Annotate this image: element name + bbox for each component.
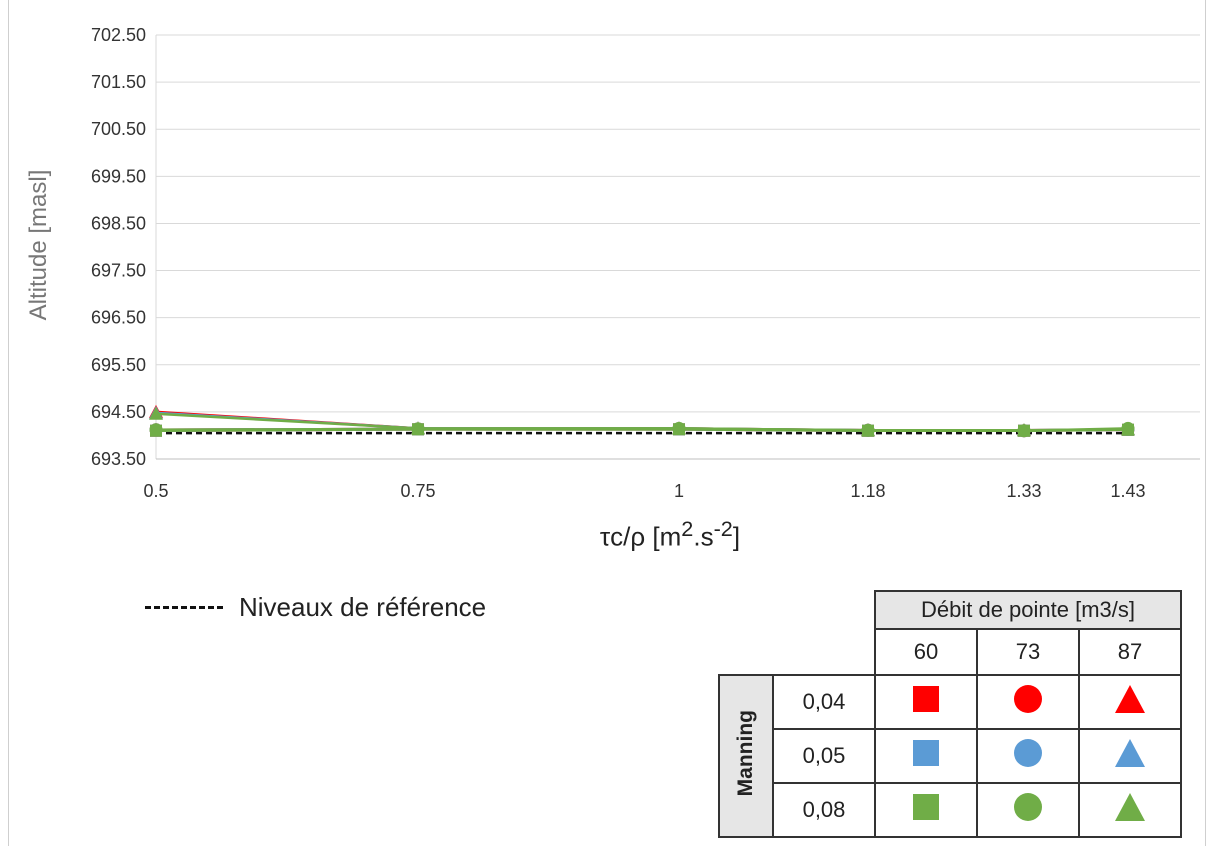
y-tick-label: 700.50	[91, 119, 146, 139]
square-green-icon	[913, 794, 939, 820]
y-tick-label: 697.50	[91, 261, 146, 281]
x-tick-label: 1.33	[1006, 481, 1041, 501]
y-tick-label: 696.50	[91, 308, 146, 328]
x-axis-title-sup2: -2	[713, 516, 733, 541]
circle-green-icon	[1014, 793, 1042, 821]
series-point	[149, 423, 163, 437]
legend-manning-005: 0,05	[772, 728, 876, 784]
x-axis-title: τc/ρ [m2.s-2]	[520, 516, 820, 553]
dashed-line-icon	[145, 606, 223, 609]
legend-debit-60: 60	[874, 628, 978, 676]
series-point	[1017, 423, 1031, 437]
square-red-icon	[913, 686, 939, 712]
square-blue-icon	[913, 740, 939, 766]
legend-symbol	[976, 674, 1080, 730]
series-point	[411, 421, 425, 435]
x-axis-title-mid: .s	[693, 521, 714, 552]
x-axis-title-sup1: 2	[681, 516, 694, 541]
y-axis-title: Altitude [masl]	[25, 170, 52, 321]
legend-symbol	[1078, 674, 1182, 730]
legend-table: Débit de pointe [m3/s] 60 73 87 Manning …	[718, 590, 1182, 838]
x-tick-label: 0.5	[143, 481, 168, 501]
legend-reference: Niveaux de référence	[145, 592, 486, 623]
legend-manning-008: 0,08	[772, 782, 876, 838]
x-axis-title-end: ]	[732, 521, 741, 552]
legend-symbol	[874, 728, 978, 784]
y-tick-label: 695.50	[91, 355, 146, 375]
y-tick-label: 701.50	[91, 72, 146, 92]
triangle-green-icon	[1115, 793, 1145, 821]
legend-symbol	[976, 782, 1080, 838]
series-point	[861, 423, 875, 437]
legend-symbol	[976, 728, 1080, 784]
x-tick-label: 1.18	[850, 481, 885, 501]
legend-symbol	[874, 674, 978, 730]
y-tick-label: 702.50	[91, 25, 146, 45]
legend-debit-87: 87	[1078, 628, 1182, 676]
y-tick-label: 694.50	[91, 402, 146, 422]
circle-red-icon	[1014, 685, 1042, 713]
x-tick-label: 1	[674, 481, 684, 501]
legend-symbol	[874, 782, 978, 838]
series-point	[672, 421, 686, 435]
legend-reference-label: Niveaux de référence	[239, 592, 487, 622]
legend-manning-label: Manning	[734, 709, 757, 797]
y-tick-label: 699.50	[91, 166, 146, 186]
x-tick-label: 0.75	[400, 481, 435, 501]
triangle-red-icon	[1115, 685, 1145, 713]
x-tick-label: 1.43	[1110, 481, 1145, 501]
series-point	[149, 406, 163, 420]
x-axis-title-main: τc/ρ [m	[599, 521, 682, 552]
y-tick-label: 693.50	[91, 449, 146, 469]
legend-symbol	[1078, 782, 1182, 838]
triangle-blue-icon	[1115, 739, 1145, 767]
series-point	[1121, 422, 1135, 436]
y-tick-label: 698.50	[91, 213, 146, 233]
chart-plot: 693.50 694.50 695.50 696.50 697.50 698.50 699.…	[25, 25, 1200, 501]
legend-empty-cell	[719, 591, 875, 629]
series-line	[155, 412, 1129, 432]
legend-debit-header: Débit de pointe [m3/s]	[874, 590, 1182, 630]
legend-manning-header: Manning	[718, 674, 774, 838]
legend-empty-cell	[719, 629, 875, 675]
legend-symbol	[1078, 728, 1182, 784]
chart-frame	[8, 0, 1206, 846]
circle-blue-icon	[1014, 739, 1042, 767]
legend-manning-004: 0,04	[772, 674, 876, 730]
legend-debit-73: 73	[976, 628, 1080, 676]
